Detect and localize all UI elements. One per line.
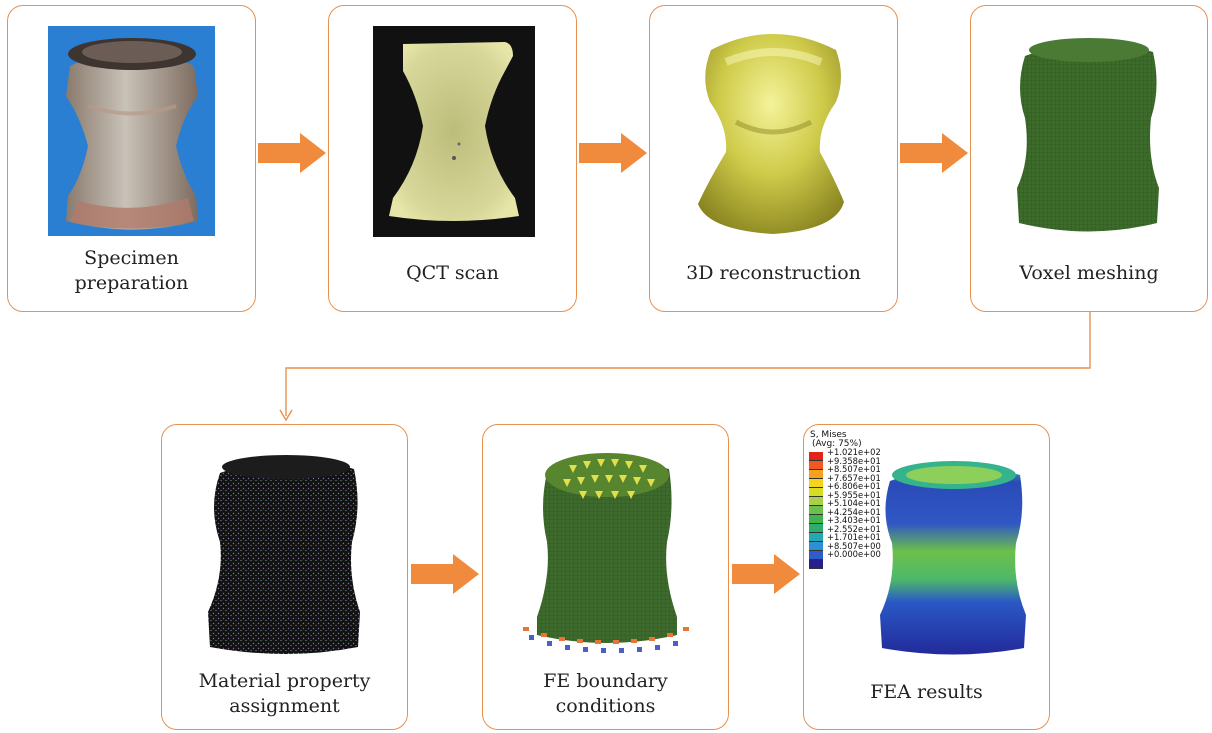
legend-swatch [809, 470, 823, 479]
legend-value: +9.358e+01 [827, 455, 881, 466]
legend-value: +8.507e+01 [827, 464, 881, 474]
legend-swatch [809, 560, 823, 569]
legend-swatch [809, 488, 823, 497]
specimen-photo [48, 26, 215, 236]
legend-value: +0.000e+00 [827, 549, 881, 559]
legend-value: +2.552e+01 [827, 523, 881, 534]
step-material-property-assignment: Material property assignment [161, 424, 408, 730]
legend-swatch [809, 461, 823, 470]
legend-subtitle: (Avg: 75%) [812, 439, 862, 449]
legend-swatch [809, 524, 823, 533]
legend-swatch [809, 542, 823, 551]
step-3d-reconstruction: 3D reconstruction [649, 5, 898, 312]
legend-title: S, Mises [810, 430, 847, 440]
step-label: 3D reconstruction [686, 262, 861, 284]
legend-value: +7.657e+01 [827, 472, 881, 483]
legend-swatch [809, 506, 823, 515]
flow-arrow-3 [898, 133, 970, 173]
step-label: Specimen preparation [74, 247, 189, 294]
fe-boundary-image [517, 447, 697, 659]
qct-slice-image [373, 26, 535, 237]
legend-swatch [809, 515, 823, 524]
legend-swatch [809, 551, 823, 560]
step-fea-results: S, Mises (Avg: 75%) +1.021e+02 +9.358e+01… [803, 424, 1050, 730]
3d-surface-image [686, 22, 861, 237]
legend-value: +5.955e+01 [827, 489, 881, 500]
step-label: FEA results [870, 681, 983, 703]
legend-swatch [809, 452, 823, 461]
legend-value: +8.507e+00 [827, 540, 881, 551]
legend-swatch [809, 479, 823, 488]
legend-colorbar [809, 452, 823, 569]
legend-value: +1.021e+02 [827, 447, 881, 457]
step-label: Voxel meshing [1019, 262, 1159, 284]
legend-swatch [809, 533, 823, 542]
legend-value: +5.104e+01 [827, 498, 881, 508]
voxel-mesh-image [1011, 28, 1167, 238]
step-label: QCT scan [406, 262, 499, 284]
legend-value: +4.254e+01 [827, 506, 881, 517]
step-label: Material property assignment [198, 670, 371, 717]
flow-arrow-2 [577, 133, 649, 173]
flow-arrow-1 [256, 133, 328, 173]
step-fe-boundary-conditions: FE boundary conditions [482, 424, 729, 730]
legend-value: +1.701e+01 [827, 532, 881, 542]
material-point-cloud-image [202, 447, 370, 661]
flow-arrow-5 [730, 554, 802, 594]
step-specimen-preparation: Specimen preparation [7, 5, 256, 312]
step-label: FE boundary conditions [543, 670, 668, 717]
legend-value: +3.403e+01 [827, 515, 881, 525]
legend-swatch [809, 497, 823, 506]
step-qct-scan: QCT scan [328, 5, 577, 312]
step-voxel-meshing: Voxel meshing [970, 5, 1208, 312]
fea-contour-image [874, 453, 1034, 658]
flow-arrow-4 [409, 554, 481, 594]
legend-value: +6.806e+01 [827, 481, 881, 491]
